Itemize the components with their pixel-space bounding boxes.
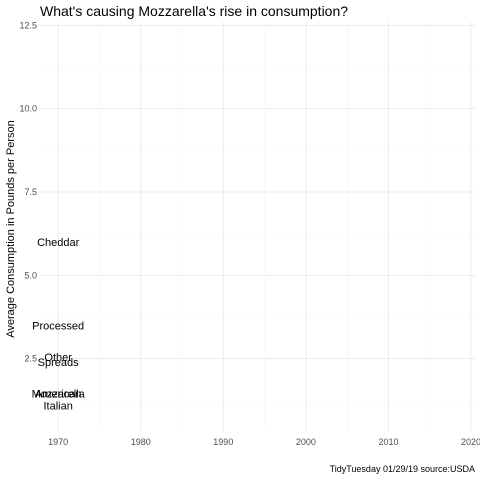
x-tick-label: 2020 xyxy=(461,437,480,447)
y-axis-tick-labels: 2.5 5.0 7.5 10.0 12.5 xyxy=(19,20,37,363)
chart-title: What's causing Mozzarella's rise in cons… xyxy=(40,3,348,19)
y-axis-title: Average Consumption in Pounds per Person xyxy=(5,120,17,338)
point-label-cheddar: Cheddar xyxy=(37,237,80,249)
y-tick-label: 5.0 xyxy=(24,270,37,280)
x-tick-label: 1990 xyxy=(213,437,233,447)
point-label-mozzarella: Mozzarella xyxy=(32,389,86,401)
y-tick-label: 10.0 xyxy=(19,104,37,114)
x-tick-label: 1970 xyxy=(48,437,68,447)
x-tick-label: 1980 xyxy=(131,437,151,447)
point-label-american: American xyxy=(35,389,81,401)
point-label-processed: Processed xyxy=(32,320,84,332)
y-tick-label: 12.5 xyxy=(19,20,37,30)
y-tick-label: 2.5 xyxy=(24,354,37,364)
x-tick-label: 2000 xyxy=(296,437,316,447)
major-gridlines xyxy=(40,22,476,431)
point-label-italian: Italian xyxy=(43,400,72,412)
point-label-spreads: Spreads xyxy=(38,357,79,369)
y-tick-label: 7.5 xyxy=(24,187,37,197)
x-tick-label: 2010 xyxy=(378,437,398,447)
x-axis-tick-labels: 1970 1980 1990 2000 2010 2020 xyxy=(48,437,480,447)
chart-caption: TidyTuesday 01/29/19 source:USDA xyxy=(330,464,475,474)
point-label-other: Other xyxy=(44,352,72,364)
minor-gridlines xyxy=(40,22,476,431)
